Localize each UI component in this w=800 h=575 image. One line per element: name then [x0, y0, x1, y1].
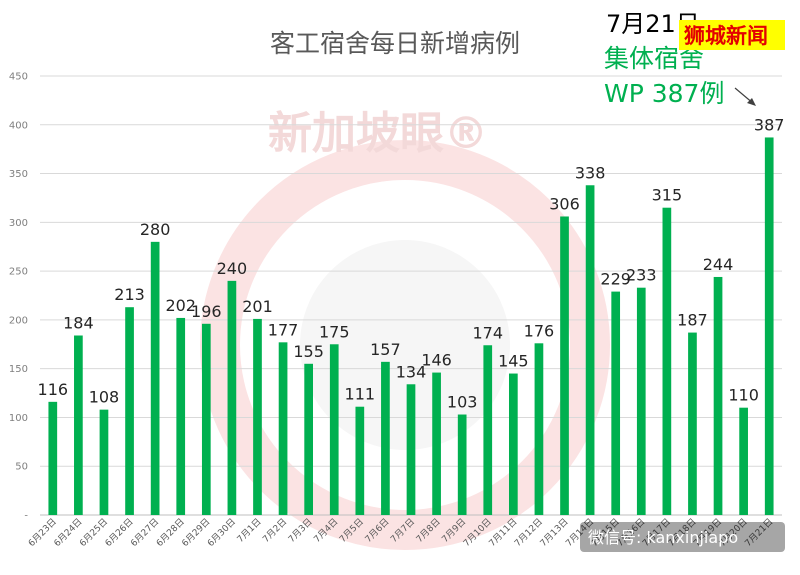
- data-label: 213: [114, 285, 145, 304]
- bar: [764, 137, 774, 515]
- bar: [125, 307, 134, 515]
- y-tick-label: 100: [9, 413, 28, 424]
- data-label: 116: [38, 380, 69, 399]
- bar: [457, 414, 467, 515]
- bar: [278, 342, 288, 515]
- y-tick-label: -: [24, 511, 28, 522]
- bar: [585, 185, 595, 516]
- bar: [739, 407, 748, 515]
- data-label: 229: [600, 270, 631, 289]
- data-label: 184: [63, 313, 94, 332]
- data-label: 108: [89, 388, 120, 407]
- y-tick-label: 450: [9, 72, 28, 83]
- x-tick-label: 6月30日: [205, 516, 238, 549]
- data-label: 157: [370, 340, 401, 359]
- data-label: 387: [754, 115, 785, 134]
- data-label: 111: [345, 385, 376, 404]
- bar: [48, 401, 58, 515]
- bar: [636, 287, 646, 515]
- data-label: 134: [396, 362, 427, 381]
- bar: [483, 345, 493, 515]
- bar: [713, 276, 723, 515]
- brand-badge: 狮城新闻: [679, 20, 785, 50]
- data-label: 187: [677, 311, 708, 330]
- bar: [74, 335, 83, 515]
- y-tick-label: 400: [9, 120, 28, 131]
- x-tick-label: 7月2日: [261, 516, 290, 545]
- data-label: 338: [575, 163, 606, 182]
- wechat-background: [580, 522, 785, 552]
- bar: [508, 373, 518, 515]
- y-tick-label: 200: [9, 315, 28, 326]
- bar: [329, 344, 339, 515]
- wechat-text: 微信号: kanxinjiapo: [588, 528, 738, 547]
- y-tick-label: 300: [9, 218, 28, 229]
- data-label: 315: [652, 186, 683, 205]
- bar: [99, 409, 109, 515]
- bar: [201, 323, 211, 515]
- data-label: 306: [549, 194, 580, 213]
- bar: [406, 384, 416, 515]
- bar: [355, 406, 365, 515]
- y-tick-label: 150: [9, 364, 28, 375]
- bar: [381, 361, 390, 515]
- data-label: 244: [703, 255, 734, 274]
- data-label: 201: [242, 297, 273, 316]
- data-label: 145: [498, 352, 529, 371]
- bar: [227, 280, 237, 515]
- bar: [534, 343, 544, 515]
- y-tick-label: 350: [9, 169, 28, 180]
- bar: [432, 372, 441, 515]
- bar: [560, 216, 569, 516]
- data-label: 175: [319, 322, 350, 341]
- data-label: 110: [728, 386, 759, 405]
- bar: [611, 291, 621, 515]
- data-label: 196: [191, 302, 222, 321]
- data-label: 155: [293, 342, 324, 361]
- data-label: 176: [524, 321, 555, 340]
- data-label: 202: [165, 296, 196, 315]
- bar: [304, 363, 314, 515]
- bar: [176, 317, 186, 515]
- bar: [150, 241, 160, 515]
- annotation: 7月21日 集体宿舍 WP 387例: [604, 10, 756, 108]
- chart-title: 客工宿舍每日新增病例: [270, 29, 520, 58]
- data-label: 280: [140, 220, 171, 239]
- y-tick-label: 50: [15, 462, 28, 473]
- brand-background: [679, 20, 785, 50]
- data-label: 177: [268, 320, 299, 339]
- watermark-text: 新加坡眼®: [268, 108, 488, 159]
- bar: [662, 207, 672, 515]
- wechat-id: 微信号: kanxinjiapo: [580, 522, 785, 552]
- data-label: 103: [447, 393, 478, 412]
- bar: [688, 332, 697, 515]
- x-tick-label: 7月1日: [235, 516, 264, 545]
- data-label: 174: [472, 323, 503, 342]
- annotation-arrow-head: [747, 98, 756, 106]
- data-label: 146: [421, 351, 452, 370]
- y-axis-ticks: - 50 100 150 200 250 300 350 400 450: [9, 72, 28, 522]
- gridlines: [40, 75, 782, 467]
- data-label: 240: [217, 259, 248, 278]
- bar: [253, 318, 262, 515]
- annotation-line2: WP 387例: [604, 79, 724, 108]
- brand-text: 狮城新闻: [684, 24, 768, 48]
- y-tick-label: 250: [9, 267, 28, 278]
- data-label: 233: [626, 266, 657, 285]
- watermark-disc: [300, 240, 510, 450]
- bars: [48, 137, 774, 516]
